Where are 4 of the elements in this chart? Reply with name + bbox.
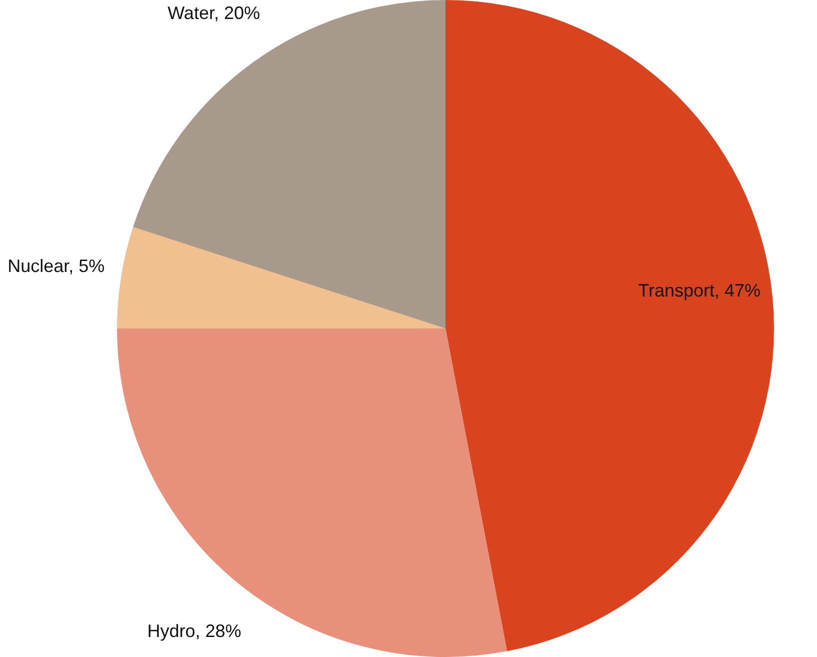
slice-label: Nuclear, 5% (8, 256, 105, 276)
slice-label: Water, 20% (168, 2, 260, 23)
slice-label: Transport, 47% (638, 280, 761, 300)
slice-label: Hydro, 28% (147, 621, 242, 642)
